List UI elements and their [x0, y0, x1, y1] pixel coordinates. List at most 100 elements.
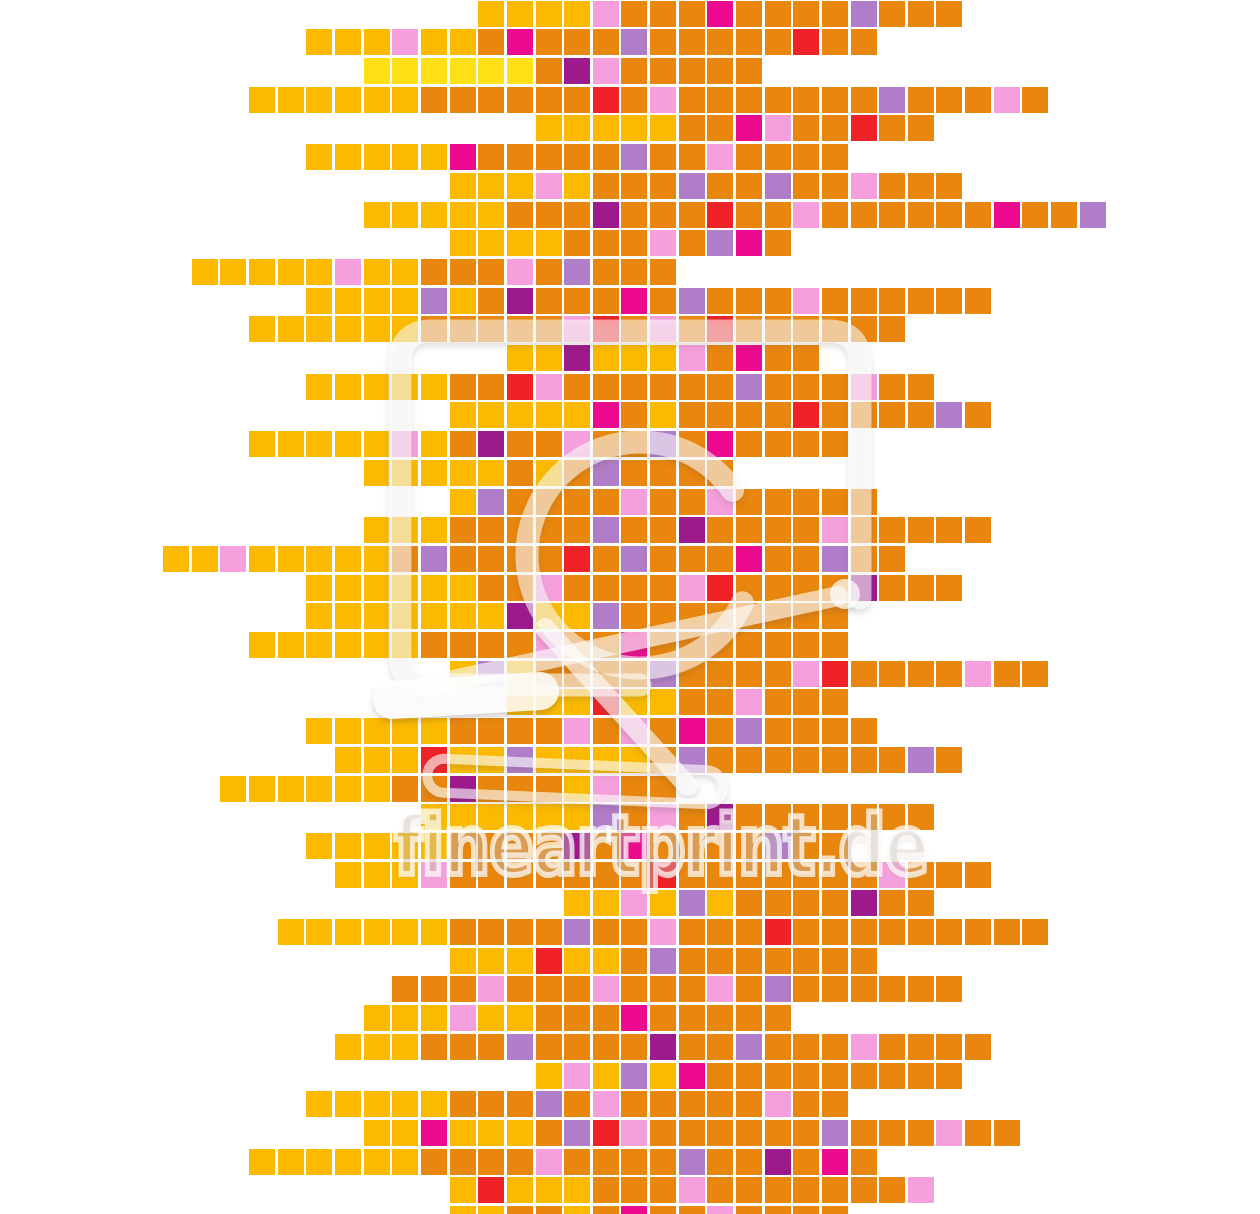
mosaic-tile	[736, 230, 762, 257]
mosaic-tile	[850, 517, 877, 544]
mosaic-tile	[879, 316, 906, 343]
mosaic-tile	[993, 201, 1020, 228]
mosaic-tile	[392, 258, 419, 285]
mosaic-tile	[850, 1177, 877, 1204]
mosaic-tile	[879, 746, 906, 773]
mosaic-tile	[392, 144, 419, 171]
mosaic-tile	[621, 287, 648, 314]
mosaic-tile	[564, 172, 591, 199]
mosaic-tile	[478, 287, 505, 314]
mosaic-tile	[1022, 86, 1049, 113]
mosaic-tile	[621, 316, 648, 343]
mosaic-tile	[478, 660, 505, 687]
mosaic-tile	[621, 488, 648, 515]
mosaic-tile	[907, 1119, 934, 1146]
mosaic-tile	[449, 919, 476, 945]
mosaic-tile	[335, 775, 362, 802]
mosaic-tile	[736, 1062, 762, 1089]
mosaic-tile	[793, 718, 820, 745]
mosaic-tile	[821, 1206, 848, 1214]
mosaic-tile	[1079, 201, 1106, 228]
mosaic-tile	[821, 718, 848, 745]
mosaic-tile	[306, 832, 333, 859]
mosaic-tile	[592, 459, 619, 486]
mosaic-tile	[449, 488, 476, 515]
mosaic-tile	[850, 488, 877, 515]
mosaic-tile	[850, 976, 877, 1003]
mosaic-tile	[392, 316, 419, 343]
mosaic-tile	[650, 689, 677, 716]
mosaic-tile	[335, 746, 362, 773]
mosaic-tile	[478, 919, 505, 945]
mosaic-tile	[764, 660, 791, 687]
mosaic-tile	[1022, 201, 1049, 228]
mosaic-tile	[277, 632, 304, 658]
mosaic-tile	[764, 201, 791, 228]
mosaic-tile	[678, 230, 705, 257]
mosaic-tile	[564, 947, 591, 974]
mosaic-tile	[535, 431, 562, 458]
mosaic-tile	[564, 1005, 591, 1032]
mosaic-tile	[363, 459, 390, 486]
mosaic-tile	[965, 1033, 992, 1060]
mosaic-tile	[736, 804, 762, 831]
mosaic-tile	[736, 488, 762, 515]
mosaic-tile	[936, 517, 963, 544]
mosaic-tile	[191, 258, 218, 285]
mosaic-tile	[821, 144, 848, 171]
mosaic-tile	[764, 115, 791, 142]
mosaic-tile	[592, 86, 619, 113]
mosaic-tile	[736, 431, 762, 458]
mosaic-tile	[793, 890, 820, 917]
mosaic-tile	[936, 287, 963, 314]
mosaic-tile	[678, 144, 705, 171]
mosaic-tile	[449, 947, 476, 974]
mosaic-tile	[793, 1091, 820, 1118]
mosaic-tile	[621, 345, 648, 371]
mosaic-tile	[879, 1062, 906, 1089]
mosaic-tile	[564, 230, 591, 257]
mosaic-tile	[764, 431, 791, 458]
mosaic-tile	[764, 746, 791, 773]
mosaic-tile	[592, 172, 619, 199]
mosaic-tile	[793, 1148, 820, 1175]
mosaic-tile	[707, 1091, 734, 1118]
mosaic-tile	[707, 603, 734, 630]
mosaic-tile	[621, 0, 648, 27]
mosaic-tile	[420, 832, 447, 859]
mosaic-tile	[306, 287, 333, 314]
mosaic-tile	[678, 861, 705, 888]
mosaic-tile	[478, 230, 505, 257]
mosaic-tile	[678, 115, 705, 142]
mosaic-tile	[478, 29, 505, 56]
mosaic-tile	[592, 0, 619, 27]
mosaic-tile	[506, 459, 533, 486]
mosaic-tile	[821, 1148, 848, 1175]
mosaic-tile	[592, 115, 619, 142]
mosaic-tile	[1022, 919, 1049, 945]
mosaic-tile	[592, 230, 619, 257]
mosaic-tile	[564, 1062, 591, 1089]
mosaic-tile	[449, 230, 476, 257]
mosaic-tile	[478, 488, 505, 515]
mosaic-tile	[650, 86, 677, 113]
mosaic-tile	[420, 718, 447, 745]
mosaic-tile	[650, 459, 677, 486]
mosaic-tile	[506, 947, 533, 974]
mosaic-tile	[879, 402, 906, 429]
mosaic-tile	[707, 402, 734, 429]
mosaic-tile	[478, 1033, 505, 1060]
mosaic-tile	[707, 689, 734, 716]
mosaic-tile	[277, 775, 304, 802]
mosaic-tile	[564, 58, 591, 84]
mosaic-tile	[420, 373, 447, 400]
mosaic-tile	[678, 488, 705, 515]
mosaic-tile	[306, 373, 333, 400]
mosaic-tile	[277, 1148, 304, 1175]
mosaic-tile	[420, 804, 447, 831]
mosaic-tile	[650, 58, 677, 84]
mosaic-tile	[478, 1119, 505, 1146]
mosaic-tile	[764, 574, 791, 601]
mosaic-tile	[506, 172, 533, 199]
mosaic-tile	[363, 832, 390, 859]
